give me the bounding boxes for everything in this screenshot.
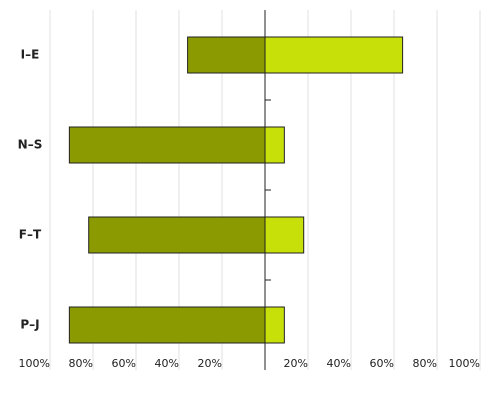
x-tick-label: 40% [327, 357, 351, 370]
y-tick-label: P–J [20, 318, 39, 332]
x-tick-label: 60% [370, 357, 394, 370]
x-tick-label: 20% [284, 357, 308, 370]
bar [264, 306, 285, 344]
x-tick-label: 60% [112, 357, 136, 370]
bar [264, 36, 404, 74]
bar [264, 126, 285, 164]
y-tick-label: F–T [19, 228, 42, 242]
bar [264, 216, 305, 254]
bar [187, 36, 266, 74]
y-tick-label: N–S [18, 138, 43, 152]
bar [68, 306, 266, 344]
x-tick-label: 20% [198, 357, 222, 370]
x-tick-label: 100% [19, 357, 50, 370]
bar [88, 216, 266, 254]
y-tick-label: I–E [21, 48, 40, 62]
x-tick-label: 100% [449, 357, 480, 370]
bar [68, 126, 266, 164]
x-tick-label: 40% [155, 357, 179, 370]
x-tick-label: 80% [413, 357, 437, 370]
x-tick-label: 80% [69, 357, 93, 370]
